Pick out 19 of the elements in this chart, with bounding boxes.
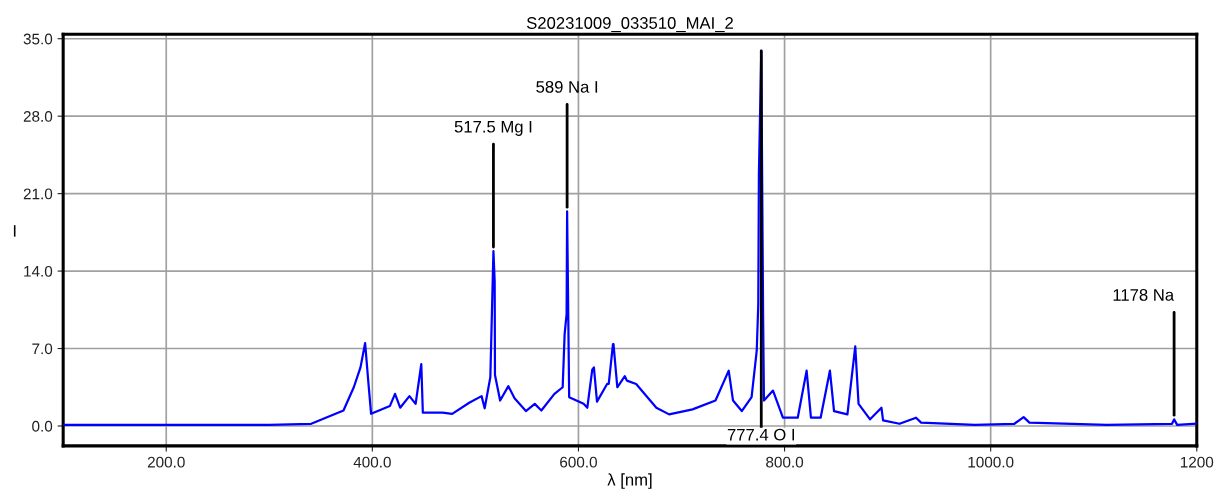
x-tick-label: 1200: [1180, 456, 1214, 468]
x-tick-label: 800.0: [766, 456, 804, 468]
y-tick-label: 21.0: [23, 188, 53, 200]
x-axis-title: λ [nm]: [607, 473, 652, 489]
y-tick-label: 28.0: [23, 111, 53, 122]
x-tick-label: 200.0: [147, 456, 185, 468]
y-tick-label: 7.0: [32, 343, 53, 355]
y-tick-label: 0.0: [32, 420, 53, 432]
x-tick-label: 400.0: [353, 456, 391, 468]
x-tick-label: 1000.0: [968, 456, 1014, 468]
x-tick-label: 600.0: [560, 456, 597, 468]
y-tick-label: 35.0: [23, 33, 53, 45]
annotation: 1178 Na: [1113, 289, 1175, 301]
annotation: 517.5 Mg I: [454, 120, 532, 136]
annotation: 589 Na I: [536, 80, 598, 93]
chart-title: S20231009_033510_MAI_2: [526, 17, 733, 33]
y-axis-title: I: [13, 225, 16, 237]
y-tick-label: 14.0: [24, 265, 53, 277]
annotation: 777.4 O I: [727, 428, 795, 441]
